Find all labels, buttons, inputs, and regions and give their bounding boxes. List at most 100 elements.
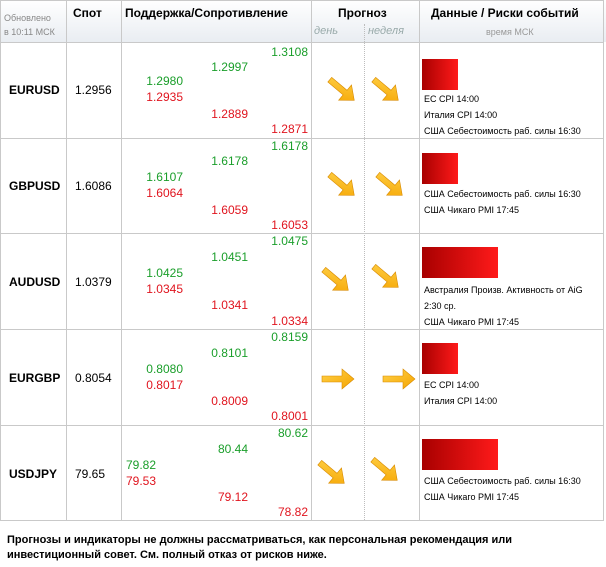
forecast-day-arrow-icon (324, 76, 360, 104)
grid-line (66, 0, 67, 520)
arrow-shape (375, 171, 403, 196)
support-3: 1.3108 (271, 45, 308, 59)
event-item: США Себестоимость раб. силы 16:30 (424, 189, 581, 199)
support-1: 1.6107 (146, 170, 183, 184)
resistance-2: 79.12 (217, 490, 248, 504)
forecast-week-arrow-icon (368, 263, 404, 291)
grid-line (419, 0, 420, 520)
support-3: 1.0475 (271, 234, 308, 248)
spot-value: 79.65 (75, 467, 106, 481)
grid-line (0, 138, 604, 139)
pair-label: USDJPY (9, 467, 58, 481)
event-item: 2:30 ср. (424, 301, 457, 311)
event-list: Австралия Произв. Активность от AiG 2:30… (424, 282, 583, 330)
risk-bar (422, 343, 458, 374)
header-support-resistance: Поддержка/Сопротивление (125, 6, 288, 20)
forecast-week-arrow-icon (368, 76, 404, 104)
pair-label: AUDUSD (9, 275, 61, 289)
resistance-2: 1.0341 (211, 298, 248, 312)
resistance-3: 1.6053 (271, 218, 308, 232)
event-item: США Чикаго PMI 17:45 (424, 492, 520, 502)
table-header (0, 0, 606, 42)
arrow-shape (317, 459, 345, 484)
risk-bar (422, 439, 498, 470)
risk-bar (422, 59, 458, 90)
event-item: США Чикаго PMI 17:45 (424, 205, 520, 215)
support-2: 0.8101 (211, 346, 248, 360)
arrow-shape (370, 456, 398, 481)
support-2: 1.6178 (211, 154, 248, 168)
resistance-1: 0.8017 (146, 378, 183, 392)
updated-time: в 10:11 МСК (4, 27, 55, 37)
forecast-day-arrow-icon (324, 171, 360, 199)
grid-line (311, 0, 312, 520)
support-3: 1.6178 (271, 139, 308, 153)
event-item: Италия CPI 14:00 (424, 110, 498, 120)
header-msk-time: время МСК (486, 27, 534, 37)
grid-line (0, 42, 604, 43)
spot-value: 1.6086 (75, 179, 112, 193)
pair-label: EURGBP (9, 371, 61, 385)
event-item: США Чикаго PMI 17:45 (424, 317, 520, 327)
support-1: 79.82 (125, 458, 156, 472)
grid-line (121, 0, 122, 520)
event-item: США Себестоимость раб. силы 16:30 (424, 476, 581, 486)
forecast-week-arrow-icon (372, 171, 408, 199)
event-item: ЕС CPI 14:00 (424, 94, 480, 104)
grid-line (364, 24, 365, 520)
resistance-2: 1.2889 (211, 107, 248, 121)
forecast-week-arrow-icon (381, 365, 417, 393)
grid-line (0, 0, 604, 1)
support-2: 1.0451 (211, 250, 248, 264)
resistance-1: 79.53 (125, 474, 156, 488)
resistance-3: 1.0334 (271, 314, 308, 328)
event-list: США Себестоимость раб. силы 16:30 США Чи… (424, 186, 581, 218)
grid-line (0, 233, 604, 234)
resistance-1: 1.6064 (146, 186, 183, 200)
header-data-risks: Данные / Риски событий (431, 6, 579, 20)
support-1: 1.0425 (146, 266, 183, 280)
forecast-day-arrow-icon (320, 365, 356, 393)
forex-table: Обновлено в 10:11 МСК Спот Поддержка/Соп… (0, 0, 606, 521)
event-item: США Себестоимость раб. силы 16:30 (424, 126, 581, 136)
grid-line (0, 425, 604, 426)
event-list: США Себестоимость раб. силы 16:30 США Чи… (424, 473, 581, 505)
event-list: ЕС CPI 14:00 Италия CPI 14:00 США Себест… (424, 91, 581, 139)
resistance-3: 78.82 (277, 505, 308, 519)
arrow-shape (327, 76, 355, 101)
forecast-day-arrow-icon (314, 459, 350, 487)
forecast-week-arrow-icon (367, 456, 403, 484)
resistance-2: 1.6059 (211, 203, 248, 217)
grid-line (0, 329, 604, 330)
resistance-2: 0.8009 (211, 394, 248, 408)
pair-label: EURUSD (9, 83, 60, 97)
arrow-shape (371, 263, 399, 288)
spot-value: 1.2956 (75, 83, 112, 97)
grid-line (0, 0, 1, 520)
resistance-3: 1.2871 (271, 122, 308, 136)
event-list: ЕС CPI 14:00 Италия CPI 14:00 (424, 377, 497, 409)
spot-value: 0.8054 (75, 371, 112, 385)
arrow-shape (382, 368, 416, 390)
resistance-1: 1.2935 (146, 90, 183, 104)
resistance-1: 1.0345 (146, 282, 183, 296)
support-3: 80.62 (277, 426, 308, 440)
grid-line (603, 0, 604, 520)
header-spot: Спот (73, 6, 102, 20)
header-week: неделя (368, 25, 404, 37)
disclaimer-text: Прогнозы и индикаторы не должны рассматр… (7, 534, 513, 561)
support-3: 0.8159 (271, 330, 308, 344)
header-day: день (314, 25, 339, 37)
arrow-shape (321, 266, 349, 291)
arrow-shape (371, 76, 399, 101)
support-2: 80.44 (217, 442, 248, 456)
grid-line (0, 520, 604, 521)
event-item: Италия CPI 14:00 (424, 396, 498, 406)
arrow-shape (321, 368, 355, 390)
support-1: 0.8080 (146, 362, 183, 376)
risk-bar (422, 247, 498, 278)
updated-label: Обновлено (4, 13, 51, 23)
support-2: 1.2997 (211, 60, 248, 74)
forecast-day-arrow-icon (318, 266, 354, 294)
risk-bar (422, 153, 458, 184)
